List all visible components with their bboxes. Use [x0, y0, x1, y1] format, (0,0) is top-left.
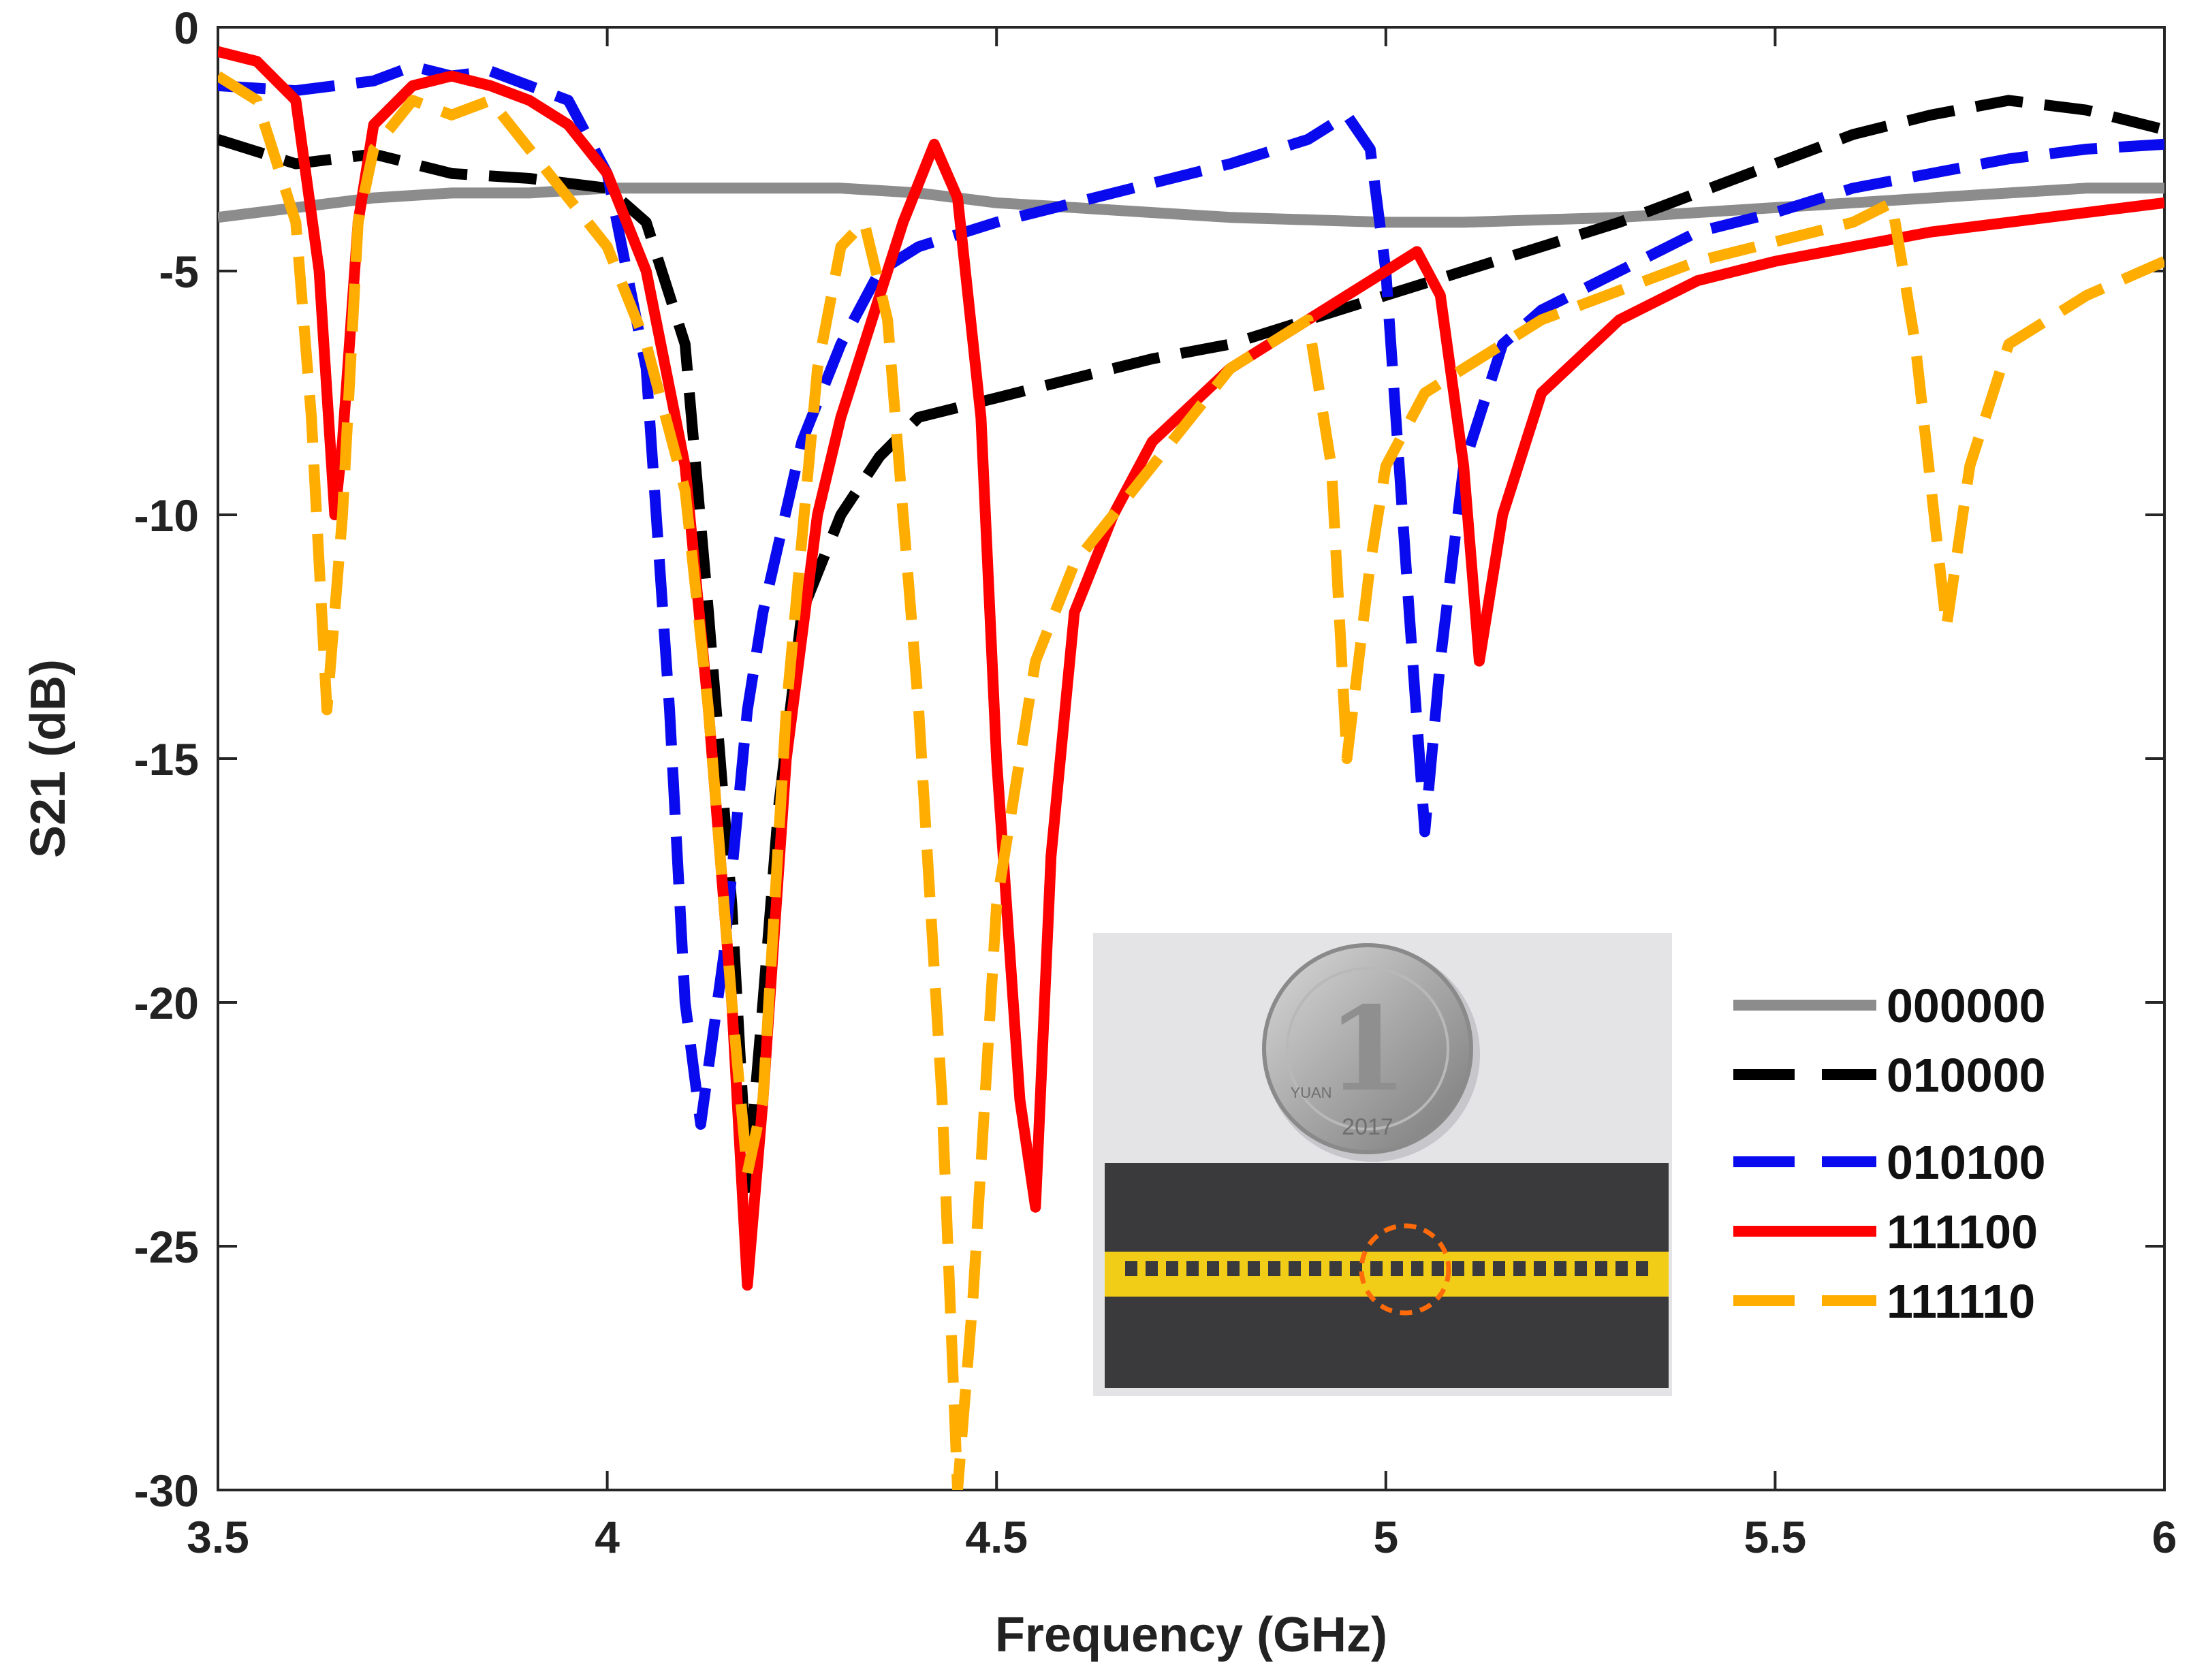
- x-tick-label: 5: [1373, 1512, 1398, 1562]
- y-tick-label: -10: [134, 490, 199, 541]
- series-line-000000: [218, 183, 2164, 228]
- comb-slot: [1432, 1261, 1444, 1276]
- y-axis-ticks: 0 -5 -10 -15 -20 -25 -30: [134, 3, 2164, 1516]
- comb-slot: [1452, 1261, 1464, 1276]
- x-axis-ticks: 3.5 4 4.5 5 5.5 6: [187, 27, 2177, 1562]
- x-tick-label: 4: [595, 1512, 620, 1562]
- comb-slot: [1472, 1261, 1485, 1276]
- x-tick-label: 4.5: [965, 1512, 1028, 1562]
- y-tick-label: -5: [159, 247, 199, 297]
- comb-slot: [1227, 1261, 1240, 1276]
- y-tick-label: -30: [134, 1465, 199, 1516]
- legend-label: 010000: [1887, 1049, 2046, 1102]
- series-line-010000: [218, 95, 2164, 1194]
- legend-label: 010100: [1887, 1136, 2046, 1189]
- comb-slot: [1391, 1261, 1403, 1276]
- comb-slot: [1125, 1261, 1137, 1276]
- comb-slot: [1493, 1261, 1505, 1276]
- highlight-circle: [1359, 1223, 1451, 1316]
- x-axis-title: Frequency (GHz): [995, 1608, 1387, 1662]
- legend-label: 000000: [1887, 979, 2046, 1032]
- inset-photo: 1 2017 YUAN: [1093, 933, 1672, 1396]
- comb-slot: [1534, 1261, 1546, 1276]
- comb-slot: [1309, 1261, 1321, 1276]
- series-line-111100: [218, 46, 2164, 1291]
- coin-mark: YUAN: [1290, 1084, 1331, 1101]
- y-tick-label: -25: [134, 1222, 199, 1272]
- comb-slot: [1329, 1261, 1342, 1276]
- y-axis-title: S21 (dB): [21, 659, 76, 858]
- series-line-111110: [218, 71, 2164, 1490]
- y-tick-label: -15: [134, 734, 199, 784]
- comb-slot: [1186, 1261, 1199, 1276]
- comb-slot: [1248, 1261, 1260, 1276]
- y-tick-label: -20: [134, 978, 199, 1028]
- comb-slot: [1166, 1261, 1178, 1276]
- coin-inner-ring: [1286, 967, 1449, 1130]
- comb-slot: [1636, 1261, 1648, 1276]
- comb-teeth: [1125, 1261, 1648, 1276]
- comb-slot: [1554, 1261, 1566, 1276]
- legend-label: 111110: [1887, 1275, 2035, 1328]
- comb-slot: [1207, 1261, 1219, 1276]
- comb-slot: [1350, 1261, 1362, 1276]
- coin: [1262, 943, 1473, 1154]
- coin-year: 2017: [1342, 1114, 1393, 1140]
- comb-slot: [1268, 1261, 1280, 1276]
- coin-denomination: 1: [1327, 981, 1408, 1118]
- x-tick-label: 3.5: [187, 1512, 249, 1562]
- x-tick-label: 5.5: [1744, 1512, 1807, 1562]
- comb-slot: [1146, 1261, 1158, 1276]
- x-tick-label: 6: [2152, 1512, 2177, 1562]
- comb-slot: [1289, 1261, 1301, 1276]
- legend: 000000 010000 010100 111100 111110: [1733, 979, 2046, 1328]
- series-line-010100: [218, 61, 2164, 1130]
- comb-slot: [1575, 1261, 1587, 1276]
- y-tick-label: 0: [174, 3, 199, 53]
- comb-slot: [1615, 1261, 1628, 1276]
- comb-slot: [1411, 1261, 1423, 1276]
- series-layer: [218, 46, 2164, 1490]
- legend-label: 111100: [1887, 1205, 2038, 1258]
- comb-slot: [1595, 1261, 1607, 1276]
- comb-slot: [1370, 1261, 1383, 1276]
- comb-slot: [1513, 1261, 1526, 1276]
